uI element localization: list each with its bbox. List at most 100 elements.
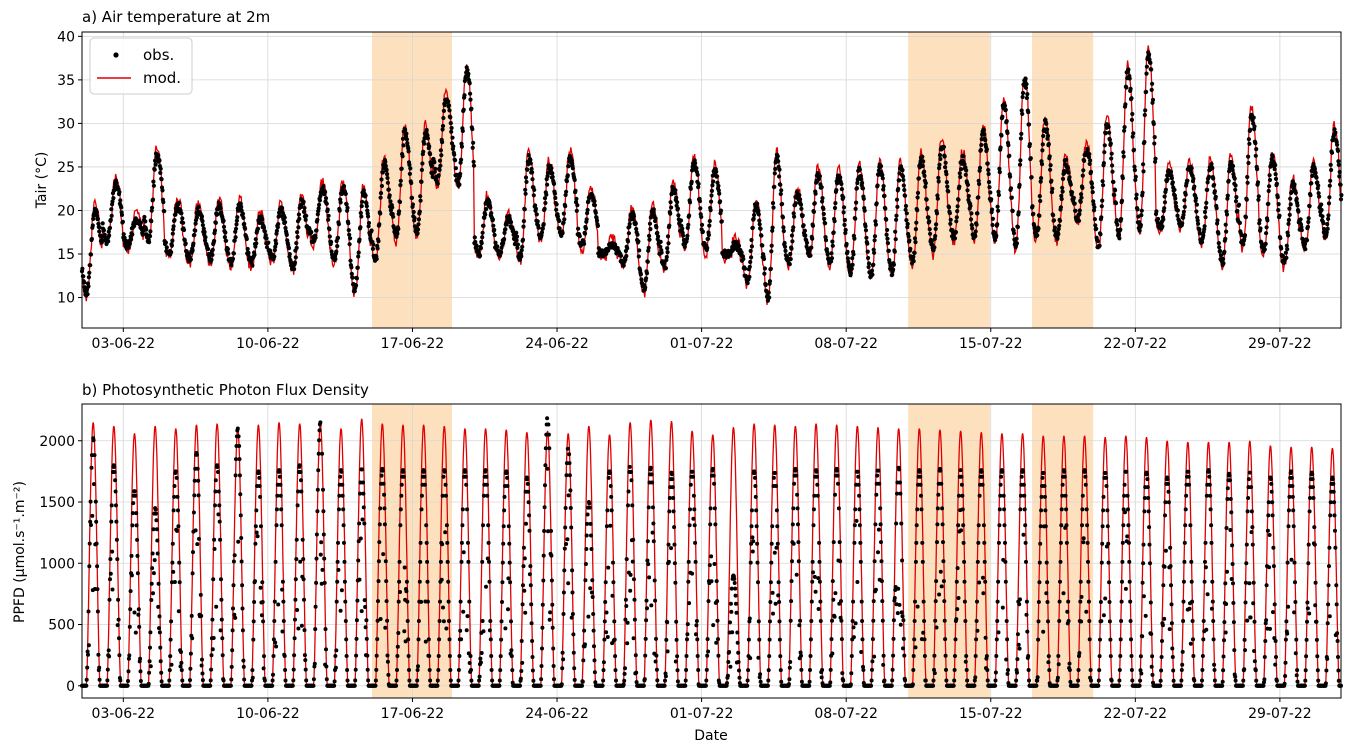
obs-point bbox=[528, 564, 533, 569]
obs-point bbox=[884, 217, 889, 222]
obs-point bbox=[817, 579, 822, 584]
obs-point bbox=[583, 226, 589, 231]
obs-point bbox=[399, 166, 404, 171]
obs-point bbox=[650, 480, 655, 485]
obs-point bbox=[147, 670, 152, 675]
obs-point bbox=[569, 158, 574, 163]
obs-point bbox=[817, 559, 822, 564]
obs-point bbox=[237, 457, 242, 462]
obs-point bbox=[874, 201, 879, 206]
obs-point bbox=[947, 211, 953, 216]
obs-point bbox=[976, 195, 981, 200]
obs-point bbox=[261, 666, 266, 671]
obs-point bbox=[85, 665, 90, 670]
obs-point bbox=[854, 200, 859, 205]
obs-point bbox=[1266, 201, 1271, 206]
obs-point bbox=[828, 680, 833, 685]
obs-point bbox=[218, 206, 223, 211]
obs-point bbox=[147, 659, 152, 664]
obs-point bbox=[401, 143, 406, 148]
obs-point bbox=[374, 667, 379, 672]
obs-point bbox=[530, 177, 535, 182]
obs-point bbox=[1026, 110, 1031, 115]
obs-point bbox=[674, 637, 679, 642]
obs-point bbox=[1312, 166, 1317, 172]
obs-point bbox=[928, 231, 933, 236]
obs-point bbox=[802, 228, 808, 233]
obs-point bbox=[240, 583, 245, 588]
obs-point bbox=[528, 157, 533, 162]
obs-point bbox=[612, 637, 617, 642]
obs-point bbox=[855, 580, 860, 584]
obs-point bbox=[699, 222, 705, 227]
obs-point bbox=[1079, 195, 1084, 200]
obs-point bbox=[362, 521, 367, 526]
obs-point bbox=[767, 295, 772, 300]
obs-point bbox=[871, 618, 876, 623]
obs-point bbox=[466, 540, 470, 545]
obs-point bbox=[188, 666, 193, 671]
obs-point bbox=[830, 651, 835, 656]
obs-point bbox=[105, 667, 110, 672]
obs-point bbox=[213, 503, 217, 508]
obs-point bbox=[881, 662, 886, 667]
obs-point bbox=[937, 166, 942, 171]
obs-point bbox=[699, 214, 704, 219]
obs-point bbox=[375, 637, 380, 642]
obs-point bbox=[549, 166, 554, 171]
obs-point bbox=[591, 628, 596, 633]
obs-point bbox=[407, 668, 411, 672]
obs-point bbox=[157, 614, 162, 619]
obs-point bbox=[870, 659, 875, 664]
obs-point bbox=[319, 540, 324, 545]
obs-point bbox=[916, 176, 922, 181]
obs-point bbox=[714, 169, 719, 174]
obs-point bbox=[665, 234, 671, 239]
obs-point bbox=[1052, 225, 1057, 230]
obs-point bbox=[521, 224, 526, 229]
obs-point bbox=[592, 199, 597, 204]
obs-point bbox=[671, 496, 676, 500]
obs-point bbox=[283, 225, 288, 231]
obs-point bbox=[851, 625, 856, 630]
panel-a-frame bbox=[81, 31, 1342, 329]
obs-point bbox=[150, 566, 155, 571]
obs-point bbox=[712, 562, 717, 566]
obs-point bbox=[873, 587, 878, 592]
obs-point bbox=[1103, 131, 1108, 136]
obs-point bbox=[546, 422, 551, 427]
obs-point bbox=[171, 569, 176, 574]
obs-point bbox=[1325, 222, 1330, 227]
obs-point bbox=[190, 571, 195, 576]
obs-point bbox=[480, 235, 485, 240]
obs-point bbox=[1202, 227, 1207, 232]
obs-point bbox=[756, 212, 761, 217]
obs-point bbox=[180, 216, 185, 221]
obs-point bbox=[277, 469, 282, 474]
obs-point bbox=[925, 206, 930, 211]
obs-point bbox=[566, 581, 571, 586]
obs-point bbox=[1303, 247, 1308, 252]
obs-point bbox=[996, 189, 1001, 194]
obs-point bbox=[934, 211, 940, 216]
obs-point bbox=[550, 171, 555, 176]
obs-point bbox=[709, 193, 714, 198]
obs-point bbox=[438, 559, 443, 564]
obs-point bbox=[815, 482, 820, 487]
obs-point bbox=[1017, 182, 1022, 187]
obs-point bbox=[1147, 52, 1152, 57]
obs-point bbox=[357, 577, 362, 582]
obs-point bbox=[295, 503, 300, 508]
obs-point bbox=[692, 523, 697, 528]
obs-point bbox=[384, 579, 389, 584]
obs-point bbox=[973, 229, 978, 234]
obs-point bbox=[746, 668, 751, 673]
obs-point bbox=[144, 227, 149, 232]
obs-point bbox=[460, 128, 465, 134]
legend-mod-label: mod. bbox=[143, 69, 181, 87]
obs-point bbox=[521, 583, 525, 588]
obs-point bbox=[242, 677, 247, 682]
obs-point bbox=[176, 524, 181, 529]
obs-point bbox=[452, 152, 457, 157]
obs-point bbox=[379, 177, 384, 182]
